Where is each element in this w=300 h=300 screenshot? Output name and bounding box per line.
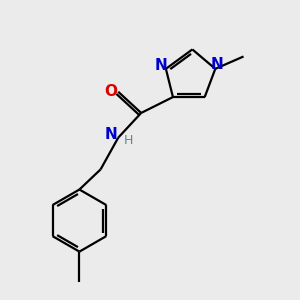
Text: N: N <box>105 127 118 142</box>
Text: O: O <box>104 84 117 99</box>
Text: N: N <box>154 58 167 74</box>
Text: H: H <box>123 134 133 147</box>
Text: N: N <box>211 57 224 72</box>
